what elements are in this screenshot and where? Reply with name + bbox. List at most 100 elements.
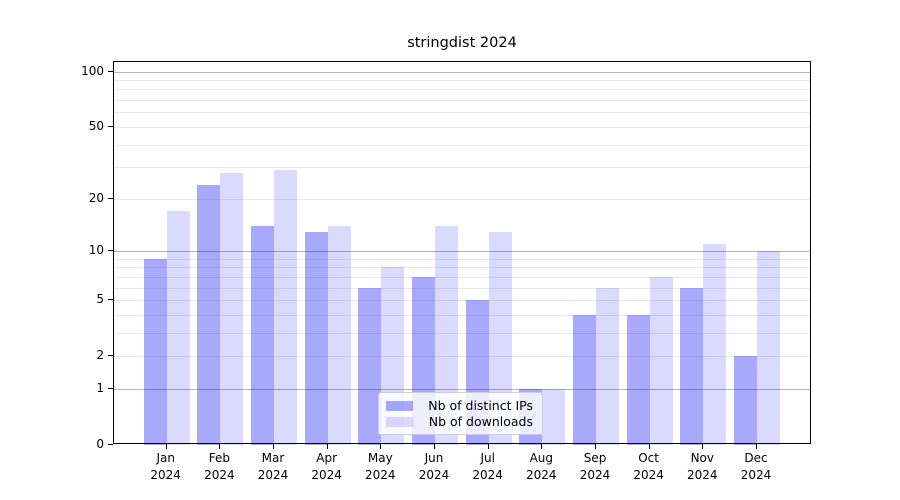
bar-downloads xyxy=(596,287,619,445)
bar-downloads xyxy=(435,225,458,445)
y-tick-label: 50 xyxy=(88,118,104,133)
gridline-minor xyxy=(114,276,810,278)
y-tick-label: 20 xyxy=(88,190,104,205)
bar-distinct-ips xyxy=(304,231,328,445)
bar-downloads xyxy=(488,231,512,445)
x-axis-tick xyxy=(219,444,221,449)
x-axis-tick xyxy=(541,444,543,449)
bar-distinct-ips xyxy=(734,356,757,445)
x-tick-year: 2024 xyxy=(579,468,611,482)
y-axis-tick xyxy=(108,299,113,300)
y-axis-tick xyxy=(108,197,113,199)
x-tick-month: Aug xyxy=(529,451,554,465)
x-axis-tick xyxy=(434,444,435,449)
x-tick-label: Mar 2024 xyxy=(243,450,303,484)
x-axis-tick xyxy=(273,444,274,449)
gridline-minor xyxy=(114,300,810,301)
y-tick-label: 5 xyxy=(96,292,104,306)
legend-swatch-distinct-ips xyxy=(386,400,413,411)
bar-distinct-ips xyxy=(573,314,596,445)
x-tick-label: Oct 2024 xyxy=(619,450,679,484)
bar-downloads xyxy=(649,276,673,445)
x-tick-month: Oct xyxy=(638,451,659,465)
x-tick-label: Jul 2024 xyxy=(458,450,518,484)
x-tick-year: 2024 xyxy=(257,468,289,482)
x-axis-tick xyxy=(380,444,382,449)
y-tick-label: 0 xyxy=(96,437,104,451)
x-tick-month: Sep xyxy=(583,451,607,465)
legend-item-downloads: Nb of downloads xyxy=(386,414,533,429)
x-tick-year: 2024 xyxy=(311,468,342,482)
x-tick-year: 2024 xyxy=(150,468,181,482)
x-tick-label: Jun 2024 xyxy=(404,450,464,484)
gridline-minor xyxy=(114,167,810,169)
gridline-minor xyxy=(114,126,810,128)
x-tick-month: Jul xyxy=(480,451,495,465)
gridline-minor xyxy=(114,314,810,316)
x-tick-year: 2024 xyxy=(204,468,235,482)
gridline-minor xyxy=(114,100,810,102)
bar-downloads xyxy=(703,243,727,445)
bar-downloads xyxy=(757,251,780,445)
x-tick-month: May xyxy=(367,451,393,465)
gridline-major xyxy=(114,251,810,252)
gridline-major xyxy=(114,388,810,390)
x-tick-label: Nov 2024 xyxy=(672,450,732,484)
gridline-minor xyxy=(114,89,810,91)
x-tick-label: Aug 2024 xyxy=(511,450,571,484)
gridline-minor xyxy=(114,258,810,260)
x-axis-tick xyxy=(595,444,596,449)
legend-label-downloads: Nb of downloads xyxy=(428,414,533,429)
x-tick-month: Jun xyxy=(424,451,444,465)
x-axis-tick xyxy=(487,444,489,449)
x-tick-label: Apr 2024 xyxy=(297,450,357,484)
legend-item-distinct-ips: Nb of distinct IPs xyxy=(386,398,533,413)
y-axis-tick xyxy=(108,387,113,389)
x-tick-year: 2024 xyxy=(472,468,503,482)
y-axis-tick xyxy=(108,355,113,357)
plot-area xyxy=(113,61,811,445)
x-tick-label: Jan 2024 xyxy=(136,450,196,484)
x-tick-month: Dec xyxy=(744,451,768,465)
x-tick-label: Sep 2024 xyxy=(565,450,625,484)
bar-distinct-ips xyxy=(251,225,274,445)
x-axis-tick xyxy=(165,444,167,449)
x-tick-label: Dec 2024 xyxy=(726,450,786,484)
x-axis-tick xyxy=(648,444,650,449)
x-tick-year: 2024 xyxy=(418,468,450,482)
x-axis-tick xyxy=(702,444,704,449)
x-axis-tick xyxy=(326,444,328,449)
bar-distinct-ips xyxy=(680,287,704,445)
y-tick-label: 10 xyxy=(88,243,104,257)
bar-downloads xyxy=(327,225,351,445)
y-axis-tick xyxy=(108,250,113,251)
gridline-major xyxy=(114,71,810,73)
y-axis-tick xyxy=(108,444,113,445)
bar-distinct-ips xyxy=(358,287,382,445)
x-tick-month: Apr xyxy=(316,451,338,465)
gridline-minor xyxy=(114,198,810,200)
x-tick-year: 2024 xyxy=(687,468,718,482)
bar-distinct-ips xyxy=(143,258,167,445)
y-axis-tick xyxy=(108,70,113,72)
bar-downloads xyxy=(542,388,566,445)
x-tick-month: Jan xyxy=(156,451,175,465)
gridline-minor xyxy=(114,332,810,334)
x-tick-month: Feb xyxy=(208,451,231,465)
chart-title: stringdist 2024 xyxy=(407,35,517,51)
gridline-minor xyxy=(114,267,810,269)
legend: Nb of distinct IPs Nb of downloads xyxy=(378,392,543,435)
bar-downloads xyxy=(220,172,244,445)
x-tick-label: May 2024 xyxy=(350,450,410,484)
legend-swatch-downloads xyxy=(386,416,413,427)
gridline-minor xyxy=(114,112,810,114)
legend-label-distinct-ips: Nb of distinct IPs xyxy=(428,398,533,413)
gridline-minor xyxy=(114,356,810,358)
x-tick-year: 2024 xyxy=(365,468,396,482)
x-tick-month: Mar xyxy=(261,451,285,465)
y-tick-label: 2 xyxy=(96,348,104,363)
gridline-minor xyxy=(114,80,810,81)
bar-downloads xyxy=(274,169,297,445)
x-axis-tick xyxy=(756,444,757,449)
